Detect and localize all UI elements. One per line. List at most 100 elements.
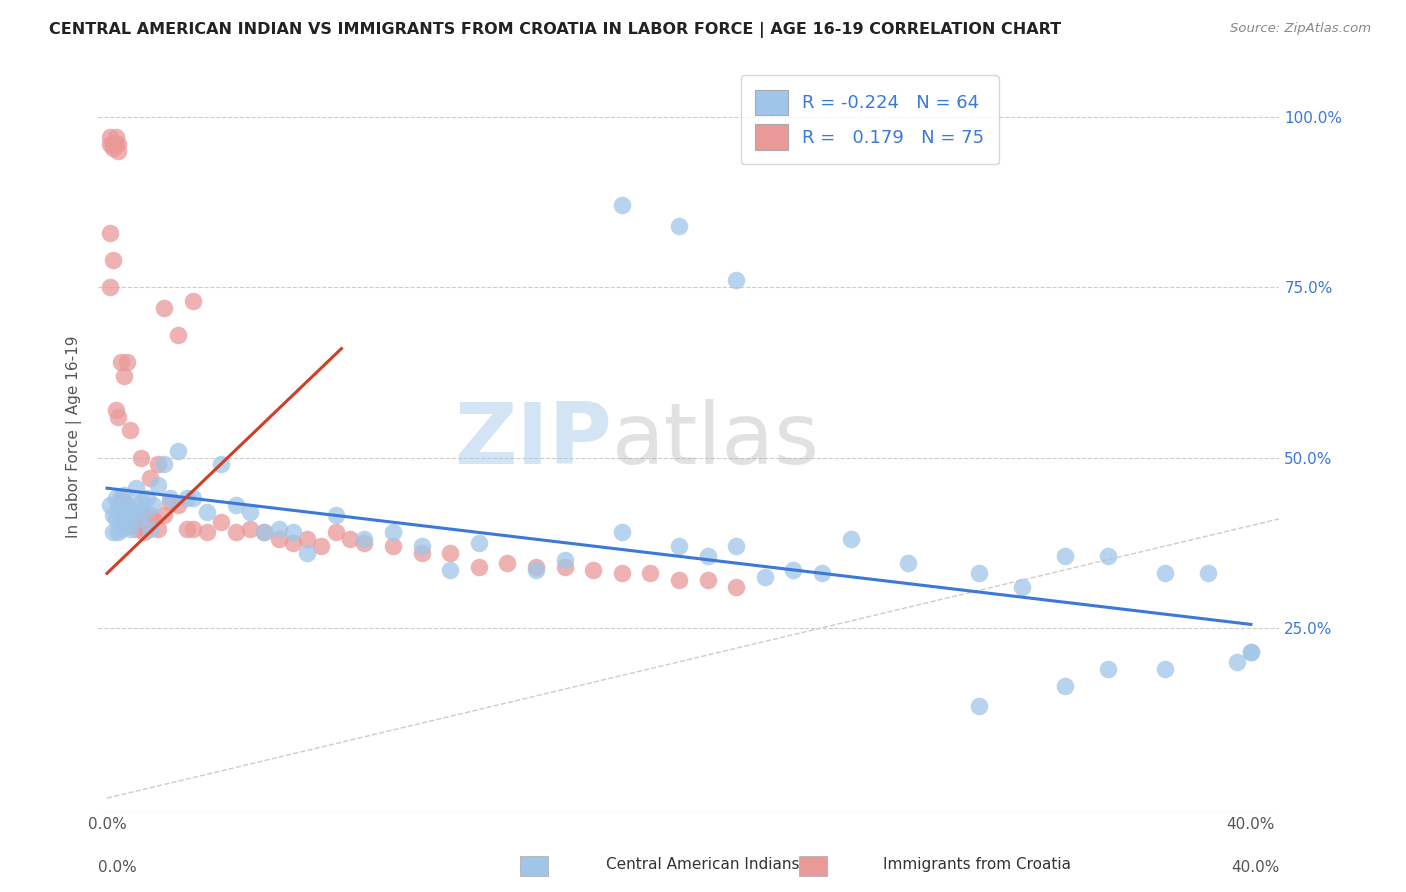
- Point: [112, 501, 135, 516]
- Point: [107, 525, 129, 540]
- Point: [1240, 645, 1263, 659]
- Point: [468, 535, 491, 549]
- Text: Source: ZipAtlas.com: Source: ZipAtlas.com: [1230, 22, 1371, 36]
- Point: [98, 137, 121, 152]
- Point: [98, 130, 121, 145]
- Point: [381, 525, 404, 540]
- Point: [107, 137, 129, 152]
- Point: [139, 508, 162, 523]
- Legend: R = -0.224   N = 64, R =   0.179   N = 75: R = -0.224 N = 64, R = 0.179 N = 75: [741, 75, 998, 164]
- Point: [142, 512, 165, 526]
- Point: [181, 293, 204, 308]
- Point: [115, 355, 138, 369]
- Point: [181, 491, 204, 506]
- Point: [811, 566, 834, 581]
- Point: [967, 566, 990, 581]
- Point: [195, 505, 218, 519]
- Point: [524, 563, 547, 577]
- Point: [121, 508, 143, 523]
- Point: [311, 539, 333, 553]
- Point: [131, 450, 153, 465]
- Point: [107, 144, 129, 158]
- Point: [134, 505, 156, 519]
- Point: [110, 355, 132, 369]
- Point: [1053, 679, 1076, 693]
- Point: [353, 535, 375, 549]
- Point: [124, 481, 146, 495]
- Point: [295, 546, 318, 560]
- Point: [107, 498, 129, 512]
- Point: [134, 525, 156, 540]
- Point: [225, 498, 247, 512]
- Point: [101, 525, 124, 540]
- Point: [353, 533, 375, 547]
- Point: [496, 556, 519, 570]
- Text: Immigrants from Croatia: Immigrants from Croatia: [883, 857, 1071, 872]
- Point: [127, 512, 149, 526]
- Point: [754, 570, 776, 584]
- Point: [339, 533, 361, 547]
- Point: [118, 505, 141, 519]
- Point: [411, 539, 433, 553]
- Point: [101, 137, 124, 152]
- Point: [225, 525, 247, 540]
- Point: [98, 280, 121, 294]
- Point: [281, 535, 304, 549]
- Point: [104, 512, 127, 526]
- Point: [153, 508, 176, 523]
- Point: [131, 505, 153, 519]
- Point: [209, 515, 232, 529]
- Point: [325, 508, 347, 523]
- Point: [115, 508, 138, 523]
- Point: [239, 505, 262, 519]
- Text: atlas: atlas: [612, 400, 820, 483]
- Point: [127, 518, 149, 533]
- Point: [115, 518, 138, 533]
- Point: [115, 518, 138, 533]
- Point: [112, 495, 135, 509]
- Point: [101, 252, 124, 267]
- Point: [104, 137, 127, 152]
- Point: [148, 458, 170, 472]
- Point: [209, 458, 232, 472]
- Point: [1154, 662, 1177, 676]
- Point: [1197, 566, 1219, 581]
- Point: [118, 522, 141, 536]
- Point: [110, 512, 132, 526]
- Point: [110, 522, 132, 536]
- Point: [295, 533, 318, 547]
- Point: [439, 546, 461, 560]
- Point: [267, 533, 290, 547]
- Point: [153, 301, 176, 315]
- Point: [121, 505, 143, 519]
- Point: [696, 549, 718, 564]
- Point: [381, 539, 404, 553]
- Point: [253, 525, 276, 540]
- Point: [1154, 566, 1177, 581]
- Point: [782, 563, 804, 577]
- Point: [267, 522, 290, 536]
- Point: [110, 498, 132, 512]
- Point: [118, 512, 141, 526]
- Point: [1053, 549, 1076, 564]
- Point: [253, 525, 276, 540]
- Point: [98, 226, 121, 240]
- Point: [696, 573, 718, 587]
- Point: [167, 498, 190, 512]
- Point: [98, 498, 121, 512]
- Text: ZIP: ZIP: [454, 400, 612, 483]
- Point: [181, 522, 204, 536]
- Point: [139, 471, 162, 485]
- Point: [281, 525, 304, 540]
- Point: [112, 488, 135, 502]
- Point: [112, 505, 135, 519]
- Text: 0.0%: 0.0%: [98, 861, 138, 875]
- Point: [411, 546, 433, 560]
- Point: [1225, 655, 1247, 669]
- Point: [176, 522, 198, 536]
- Point: [104, 491, 127, 506]
- Point: [610, 525, 633, 540]
- Point: [325, 525, 347, 540]
- Point: [668, 219, 690, 233]
- Point: [640, 566, 662, 581]
